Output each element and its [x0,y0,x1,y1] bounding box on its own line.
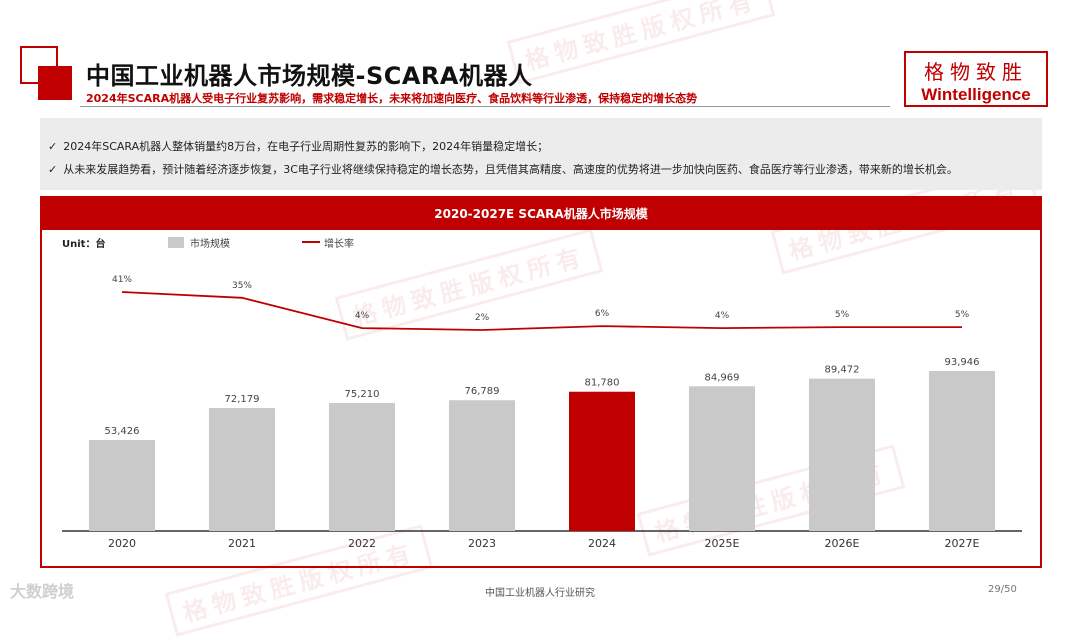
x-tick-label: 2025E [705,537,740,550]
summary-bullet-text: 从未来发展趋势看，预计随着经济逐步恢复，3C电子行业将继续保持稳定的增长态势，且… [63,163,958,176]
growth-rate-label: 5% [835,310,850,320]
x-tick-label: 2027E [945,537,980,550]
bar-value-label: 72,179 [225,394,260,405]
logo-chinese-text: 格物致胜 [924,60,1028,84]
bar-2027E [929,371,995,531]
x-tick-label: 2021 [228,537,256,550]
chart-title: 2020-2027E SCARA机器人市场规模 [42,198,1040,230]
x-tick-label: 2022 [348,537,376,550]
watermark: 格物致胜版权所有 [506,0,776,85]
logo-english-text: Wintelligence [921,85,1031,104]
page-subtitle: 2024年SCARA机器人受电子行业复苏影响，需求稳定增长，未来将加速向医疗、食… [86,92,698,105]
summary-bullet: ✓ 从未来发展趋势看，预计随着经济逐步恢复，3C电子行业将继续保持稳定的增长态势，… [48,161,958,177]
growth-rate-line [121,291,962,331]
legend-line-label: 增长率 [324,237,354,250]
bar-value-label: 84,969 [705,372,740,383]
chart-svg: Unit：台 市场规模 增长率 53,426 2020 72,179 2021 75,2… [62,237,1022,550]
bar-value-label: 76,789 [465,386,500,397]
bar-value-label: 93,946 [945,357,980,368]
growth-rate-label: 41% [112,275,132,285]
x-tick-label: 2023 [468,537,496,550]
check-icon: ✓ [48,140,58,153]
summary-panel: ✓ 2024年SCARA机器人整体销量约8万台，在电子行业周期性复苏的影响下，20… [40,118,1042,190]
growth-rate-label: 6% [595,309,610,319]
bar-2020 [89,440,155,531]
bar-value-label: 75,210 [345,389,380,400]
growth-rate-label: 4% [355,311,370,321]
growth-rate-label: 2% [475,313,490,323]
bar-value-label: 89,472 [825,365,860,376]
x-tick-label: 2020 [108,537,136,550]
x-tick-label: 2024 [588,537,616,550]
footer-title: 中国工业机器人行业研究 [485,588,595,599]
legend-bar-label: 市场规模 [190,237,230,250]
growth-rate-label: 35% [232,281,252,291]
brand-watermark: 大数跨境 [10,582,75,601]
bar-2026E [809,378,875,531]
summary-bullet: ✓ 2024年SCARA机器人整体销量约8万台，在电子行业周期性复苏的影响下，20… [48,138,548,154]
growth-rate-label: 4% [715,311,730,321]
bar-2025E [689,386,755,531]
summary-bullet-text: 2024年SCARA机器人整体销量约8万台，在电子行业周期性复苏的影响下，202… [63,140,549,153]
bar-value-label: 81,780 [585,378,620,389]
x-tick-label: 2026E [825,537,860,550]
brand-logo: 格物致胜 Wintelligence [904,51,1048,107]
legend-bar-swatch [168,237,184,248]
growth-rate-label: 5% [955,310,970,320]
page-number: 29/50 [988,584,1017,595]
bar-2024 [569,391,635,531]
page-title: 中国工业机器人市场规模-SCARA机器人 [86,62,533,90]
check-icon: ✓ [48,163,58,176]
chart-unit-label: Unit：台 [62,237,105,250]
chart-panel: 2020-2027E SCARA机器人市场规模 Unit：台 市场规模 增长率 … [40,196,1042,568]
title-corner-block [38,66,72,100]
bar-2022 [329,402,395,531]
title-divider [80,106,890,107]
bar-value-label: 53,426 [105,426,140,437]
bar-2021 [209,408,275,531]
bar-2023 [449,400,515,531]
